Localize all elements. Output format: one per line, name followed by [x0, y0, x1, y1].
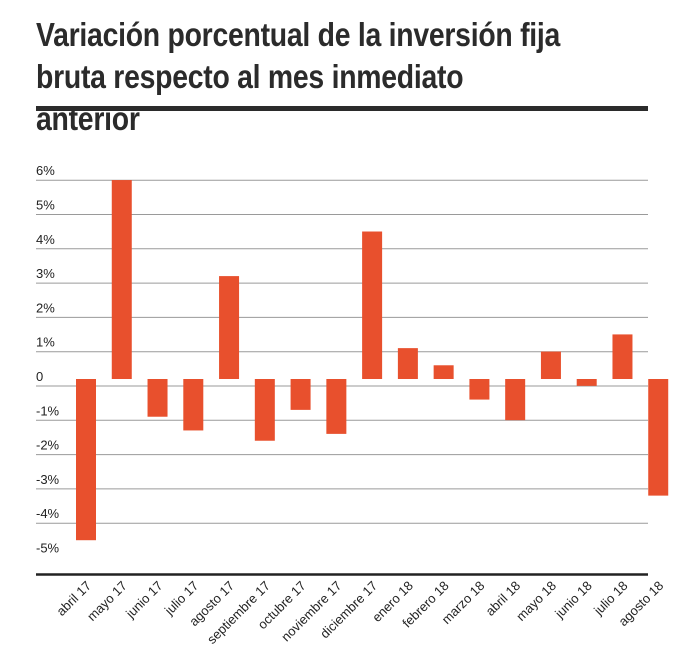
x-tick-label: mayo 17	[84, 578, 130, 624]
y-tick-label: 1%	[36, 335, 55, 350]
chart-title: Variación porcentual de la inversión fij…	[36, 14, 569, 140]
bar	[433, 365, 454, 379]
bar	[469, 379, 490, 400]
title-rule	[36, 106, 648, 111]
bar	[111, 180, 132, 379]
bar	[76, 379, 96, 541]
y-tick-label: -4%	[36, 506, 60, 521]
y-tick-label: 5%	[36, 198, 55, 213]
y-tick-label: 4%	[36, 232, 55, 247]
y-tick-label: 3%	[36, 266, 55, 281]
y-tick-label: 6%	[36, 163, 55, 178]
bar	[576, 379, 597, 386]
bar	[290, 379, 311, 410]
bar	[147, 379, 168, 417]
x-tick-label: junio 18	[551, 578, 595, 622]
bar	[254, 379, 275, 441]
x-tick-label: junio 17	[122, 578, 166, 622]
bar	[219, 276, 240, 379]
bar	[362, 231, 383, 379]
bar	[540, 351, 561, 379]
bar	[648, 379, 669, 496]
bar	[612, 334, 633, 379]
bar	[505, 379, 526, 421]
bar	[397, 348, 418, 379]
bar	[326, 379, 347, 434]
y-tick-label: 0	[36, 369, 43, 384]
x-tick-label: mayo 18	[513, 578, 559, 624]
y-tick-label: 2%	[36, 300, 55, 315]
y-tick-label: -5%	[36, 541, 60, 556]
bar	[183, 379, 204, 431]
y-tick-label: -3%	[36, 472, 60, 487]
y-tick-label: -1%	[36, 403, 60, 418]
chart-title-line-2: bruta respecto al mes inmediato anterior	[36, 58, 464, 137]
y-tick-label: -2%	[36, 438, 60, 453]
chart-title-line-1: Variación porcentual de la inversión fij…	[36, 16, 561, 53]
